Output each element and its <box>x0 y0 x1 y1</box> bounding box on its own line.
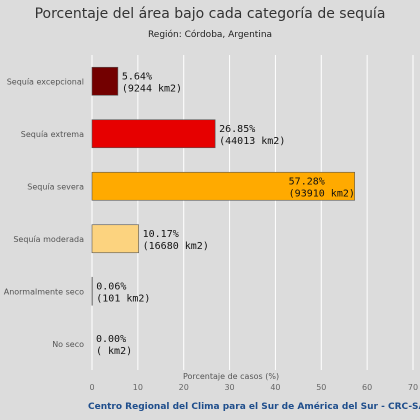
x-tick-label: 0 <box>89 383 94 392</box>
value-label: 5.64% <box>122 71 152 82</box>
x-tick-label: 30 <box>224 383 234 392</box>
bars <box>91 66 355 306</box>
value-label: 26.85% <box>219 124 255 135</box>
value-label: 0.00% <box>96 334 126 345</box>
category-label: Sequía excepcional <box>7 77 84 86</box>
value-labels: 5.64%(9244 km2) 26.85%(44013 km2) 57.28%(9… <box>96 71 355 357</box>
category-label: No seco <box>52 340 84 349</box>
category-label: Sequía moderada <box>13 235 84 244</box>
bar <box>91 224 139 254</box>
x-tick-label: 50 <box>316 383 326 392</box>
value-label: 0.06% <box>96 281 126 292</box>
value-label: 10.17% <box>143 229 179 240</box>
value-label: 57.28% <box>289 176 325 187</box>
x-tick-label: 10 <box>133 383 143 392</box>
category-label: Anormalmente seco <box>4 287 84 296</box>
area-label: (101 km2) <box>96 293 150 304</box>
bar <box>91 119 216 149</box>
x-tick-label: 20 <box>179 383 189 392</box>
chart-title: Porcentaje del área bajo cada categoría … <box>35 6 386 22</box>
x-tick-label: 40 <box>270 383 280 392</box>
x-axis-title: Porcentaje de casos (%) <box>183 372 279 381</box>
bar <box>91 66 119 96</box>
x-tick-labels: 0 10 20 30 40 50 60 70 <box>89 383 418 392</box>
area-label: (93910 km2) <box>289 188 355 199</box>
area-label: (9244 km2) <box>122 83 182 94</box>
x-tick-label: 60 <box>362 383 372 392</box>
bar <box>91 171 355 201</box>
area-label: ( km2) <box>96 346 132 357</box>
category-label: Sequía extrema <box>21 130 84 139</box>
footer-credit: Centro Regional del Clima para el Sur de… <box>88 401 420 412</box>
chart-subtitle: Región: Córdoba, Argentina <box>148 29 272 40</box>
area-label: (16680 km2) <box>143 241 209 252</box>
grid-lines <box>91 55 414 370</box>
area-label: (44013 km2) <box>219 136 285 147</box>
category-labels: Sequía excepcional Sequía extrema Sequía s… <box>4 77 84 349</box>
x-tick-label: 70 <box>408 383 418 392</box>
category-label: Sequía severa <box>27 182 84 191</box>
